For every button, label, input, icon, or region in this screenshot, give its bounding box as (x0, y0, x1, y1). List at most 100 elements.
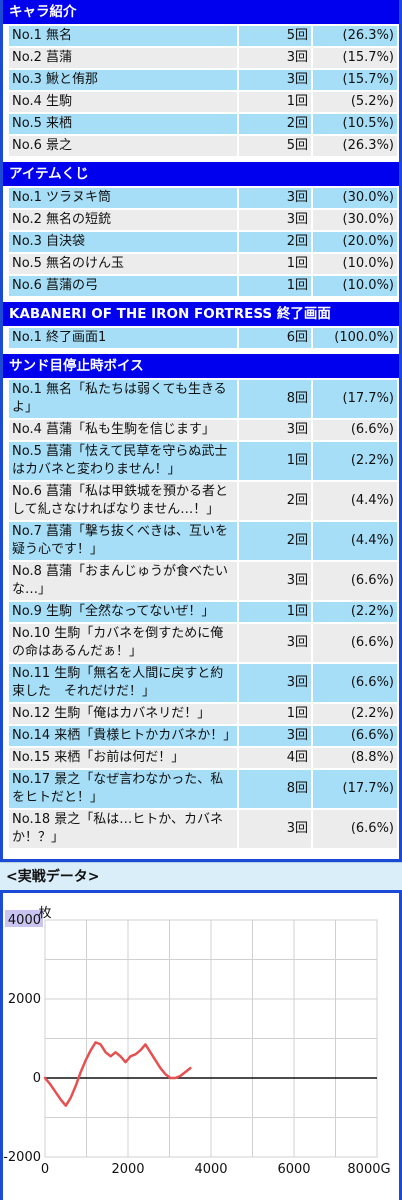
table-row: No.1 無名「私たちは弱くても生きるよ」 8回 (17.7%) (9, 380, 397, 418)
y-tick-label: 4000 (8, 913, 41, 928)
data-header: <実戦データ> (0, 862, 402, 890)
row-percent: (6.6%) (313, 562, 397, 600)
row-percent: (17.7%) (313, 770, 397, 808)
row-percent: (6.6%) (313, 810, 397, 848)
row-name: No.5 菖蒲「怯えて民草を守らぬ武士はカバネと変わりません！」 (9, 442, 239, 480)
row-count: 1回 (239, 442, 313, 480)
row-percent: (17.7%) (313, 380, 397, 418)
row-percent: (100.0%) (313, 328, 397, 348)
stats-table: No.1 無名 5回 (26.3%) No.2 菖蒲 3回 (15.7%) No.3 鰍と侑… (9, 24, 397, 158)
row-name: No.1 ツラヌキ筒 (9, 188, 239, 208)
row-count: 2回 (239, 482, 313, 520)
row-percent: (2.2%) (313, 602, 397, 622)
row-count: 4回 (239, 748, 313, 768)
row-name: No.1 無名 (9, 26, 239, 46)
section-title: キャラ紹介 (3, 0, 399, 24)
table-row: No.12 生駒「俺はカバネリだ！」 1回 (2.2%) (9, 704, 397, 724)
section-title: アイテムくじ (3, 162, 399, 186)
table-row: No.2 菖蒲 3回 (15.7%) (9, 48, 397, 68)
table-row: No.5 菖蒲「怯えて民草を守らぬ武士はカバネと変わりません！」 1回 (2.2%) (9, 442, 397, 480)
row-percent: (8.8%) (313, 748, 397, 768)
row-percent: (10.5%) (313, 114, 397, 134)
row-percent: (26.3%) (313, 136, 397, 156)
row-count: 3回 (239, 664, 313, 702)
table-row: No.15 来栖「お前は何だ！」 4回 (8.8%) (9, 748, 397, 768)
row-name: No.12 生駒「俺はカバネリだ！」 (9, 704, 239, 724)
row-name: No.3 鰍と侑那 (9, 70, 239, 90)
table-row: No.1 終了画面1 6回 (100.0%) (9, 328, 397, 348)
table-row: No.2 無名の短銃 3回 (30.0%) (9, 210, 397, 230)
stats-table: No.1 ツラヌキ筒 3回 (30.0%) No.2 無名の短銃 3回 (30.0%) No… (9, 186, 397, 298)
table-row: No.3 自決袋 2回 (20.0%) (9, 232, 397, 252)
stats-panel: キャラ紹介 No.1 無名 5回 (26.3%) No.2 菖蒲 3回 (15.7%) No.… (0, 0, 402, 862)
y-axis-label: 枚 (38, 906, 51, 921)
row-name: No.6 菖蒲「私は甲鉄城を預かる者として糺さなければなりません…！」 (9, 482, 239, 520)
row-percent: (30.0%) (313, 188, 397, 208)
table-row: No.9 生駒「全然なってないぜ！」 1回 (2.2%) (9, 602, 397, 622)
row-percent: (10.0%) (313, 254, 397, 274)
row-name: No.11 生駒「無名を人間に戻すと約束した それだけだ！」 (9, 664, 239, 702)
row-count: 5回 (239, 136, 313, 156)
row-percent: (4.4%) (313, 522, 397, 560)
row-count: 1回 (239, 254, 313, 274)
row-name: No.14 来栖「貴様ヒトかカバネか！」 (9, 726, 239, 746)
row-percent: (10.0%) (313, 276, 397, 296)
table-row: No.1 無名 5回 (26.3%) (9, 26, 397, 46)
row-percent: (15.7%) (313, 48, 397, 68)
row-count: 3回 (239, 810, 313, 848)
row-count: 6回 (239, 328, 313, 348)
table-row: No.11 生駒「無名を人間に戻すと約束した それだけだ！」 3回 (6.6%) (9, 664, 397, 702)
table-row: No.8 菖蒲「おまんじゅうが食べたいな…」 3回 (6.6%) (9, 562, 397, 600)
row-name: No.2 菖蒲 (9, 48, 239, 68)
table-row: No.7 菖蒲「撃ち抜くべきは、互いを疑う心です！」 2回 (4.4%) (9, 522, 397, 560)
y-tick-highlight (5, 910, 43, 927)
table-row: No.4 生駒 1回 (5.2%) (9, 92, 397, 112)
row-name: No.5 来栖 (9, 114, 239, 134)
row-count: 3回 (239, 70, 313, 90)
row-name: No.5 無名のけん玉 (9, 254, 239, 274)
table-row: No.6 菖蒲「私は甲鉄城を預かる者として糺さなければなりません…！」 2回 (4.… (9, 482, 397, 520)
row-count: 1回 (239, 602, 313, 622)
row-name: No.6 景之 (9, 136, 239, 156)
row-name: No.17 景之「なぜ言わなかった、私をヒトだと！」 (9, 770, 239, 808)
stats-table: No.1 終了画面1 6回 (100.0%) (9, 326, 397, 350)
row-count: 2回 (239, 522, 313, 560)
series-line (43, 1041, 192, 1107)
row-name: No.1 無名「私たちは弱くても生きるよ」 (9, 380, 239, 418)
row-count: 1回 (239, 92, 313, 112)
section-title: サンド目停止時ボイス (3, 354, 399, 378)
row-name: No.8 菖蒲「おまんじゅうが食べたいな…」 (9, 562, 239, 600)
table-row: No.18 景之「私は…ヒトか、カバネか！？」 3回 (6.6%) (9, 810, 397, 848)
row-name: No.10 生駒「カバネを倒すために俺の命はあるんだぁ！」 (9, 624, 239, 662)
x-tick-label: 2000 (111, 1162, 144, 1177)
table-row: No.14 来栖「貴様ヒトかカバネか！」 3回 (6.6%) (9, 726, 397, 746)
row-percent: (6.6%) (313, 726, 397, 746)
row-count: 8回 (239, 380, 313, 418)
row-name: No.18 景之「私は…ヒトか、カバネか！？」 (9, 810, 239, 848)
row-name: No.9 生駒「全然なってないぜ！」 (9, 602, 239, 622)
row-name: No.1 終了画面1 (9, 328, 239, 348)
table-row: No.10 生駒「カバネを倒すために俺の命はあるんだぁ！」 3回 (6.6%) (9, 624, 397, 662)
x-tick-label: 4000 (194, 1162, 227, 1177)
row-count: 3回 (239, 420, 313, 440)
x-tick-label: 0 (41, 1162, 49, 1177)
row-count: 2回 (239, 114, 313, 134)
row-name: No.4 生駒 (9, 92, 239, 112)
row-percent: (30.0%) (313, 210, 397, 230)
row-name: No.3 自決袋 (9, 232, 239, 252)
row-count: 3回 (239, 48, 313, 68)
row-count: 3回 (239, 726, 313, 746)
row-name: No.4 菖蒲「私も生駒を信じます」 (9, 420, 239, 440)
y-tick-label: -2000 (3, 1150, 41, 1165)
row-count: 8回 (239, 770, 313, 808)
row-count: 3回 (239, 210, 313, 230)
table-row: No.17 景之「なぜ言わなかった、私をヒトだと！」 8回 (17.7%) (9, 770, 397, 808)
table-row: No.5 来栖 2回 (10.5%) (9, 114, 397, 134)
row-name: No.6 菖蒲の弓 (9, 276, 239, 296)
row-count: 5回 (239, 26, 313, 46)
row-percent: (6.6%) (313, 624, 397, 662)
y-tick-label: 0 (33, 1071, 41, 1086)
row-name: No.15 来栖「お前は何だ！」 (9, 748, 239, 768)
table-row: No.3 鰍と侑那 3回 (15.7%) (9, 70, 397, 90)
row-count: 3回 (239, 188, 313, 208)
